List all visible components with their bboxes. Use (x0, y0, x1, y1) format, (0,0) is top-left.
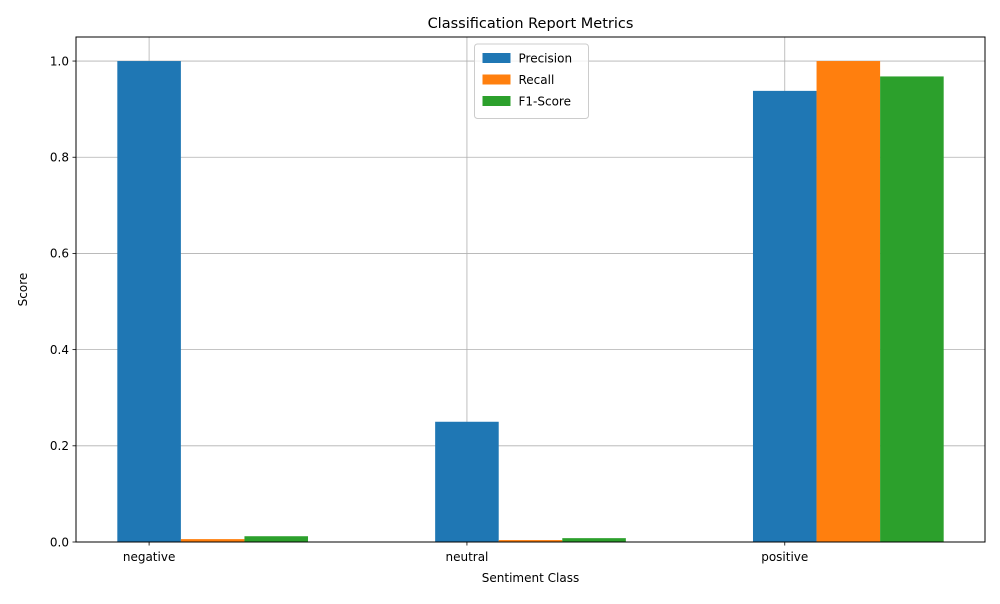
x-axis-ticks: negative neutral positive (123, 542, 808, 564)
x-axis-label: Sentiment Class (482, 571, 579, 585)
bar-f1-score-positive (880, 76, 944, 542)
legend-label: Recall (519, 73, 555, 87)
bar-precision-positive (752, 90, 817, 542)
legend: Precision Recall F1-Score (474, 43, 589, 119)
bar-f1-score-negative (244, 536, 309, 542)
legend-swatch (482, 74, 511, 85)
bar-f1-score-neutral (562, 538, 626, 542)
bar-precision-neutral (435, 421, 499, 542)
bar-recall-positive (816, 61, 881, 543)
x-tick-label: neutral (445, 550, 488, 564)
chart-title: Classification Report Metrics (428, 16, 634, 32)
legend-label: Precision (519, 52, 573, 66)
y-tick-label: 0.2 (50, 439, 69, 453)
legend-swatch (482, 96, 511, 106)
bar-recall-neutral (498, 540, 563, 542)
y-tick-label: 0.4 (50, 343, 69, 357)
bar-precision-negative (117, 61, 181, 543)
y-tick-label: 0.6 (50, 247, 69, 261)
plot-frame (75, 36, 986, 543)
legend-label: F1-Score (519, 95, 571, 109)
x-tick-label: positive (761, 550, 808, 564)
bars (117, 61, 944, 543)
y-axis-label: Score (16, 273, 30, 307)
y-tick-label: 1.0 (50, 54, 69, 68)
bar-recall-negative (180, 539, 245, 542)
y-tick-label: 0.8 (50, 151, 69, 165)
legend-swatch (482, 53, 511, 63)
y-tick-label: 0.0 (50, 535, 69, 549)
x-tick-label: negative (123, 550, 175, 564)
y-axis-ticks: 0.0 0.2 0.4 0.6 0.8 1.0 (50, 54, 76, 549)
